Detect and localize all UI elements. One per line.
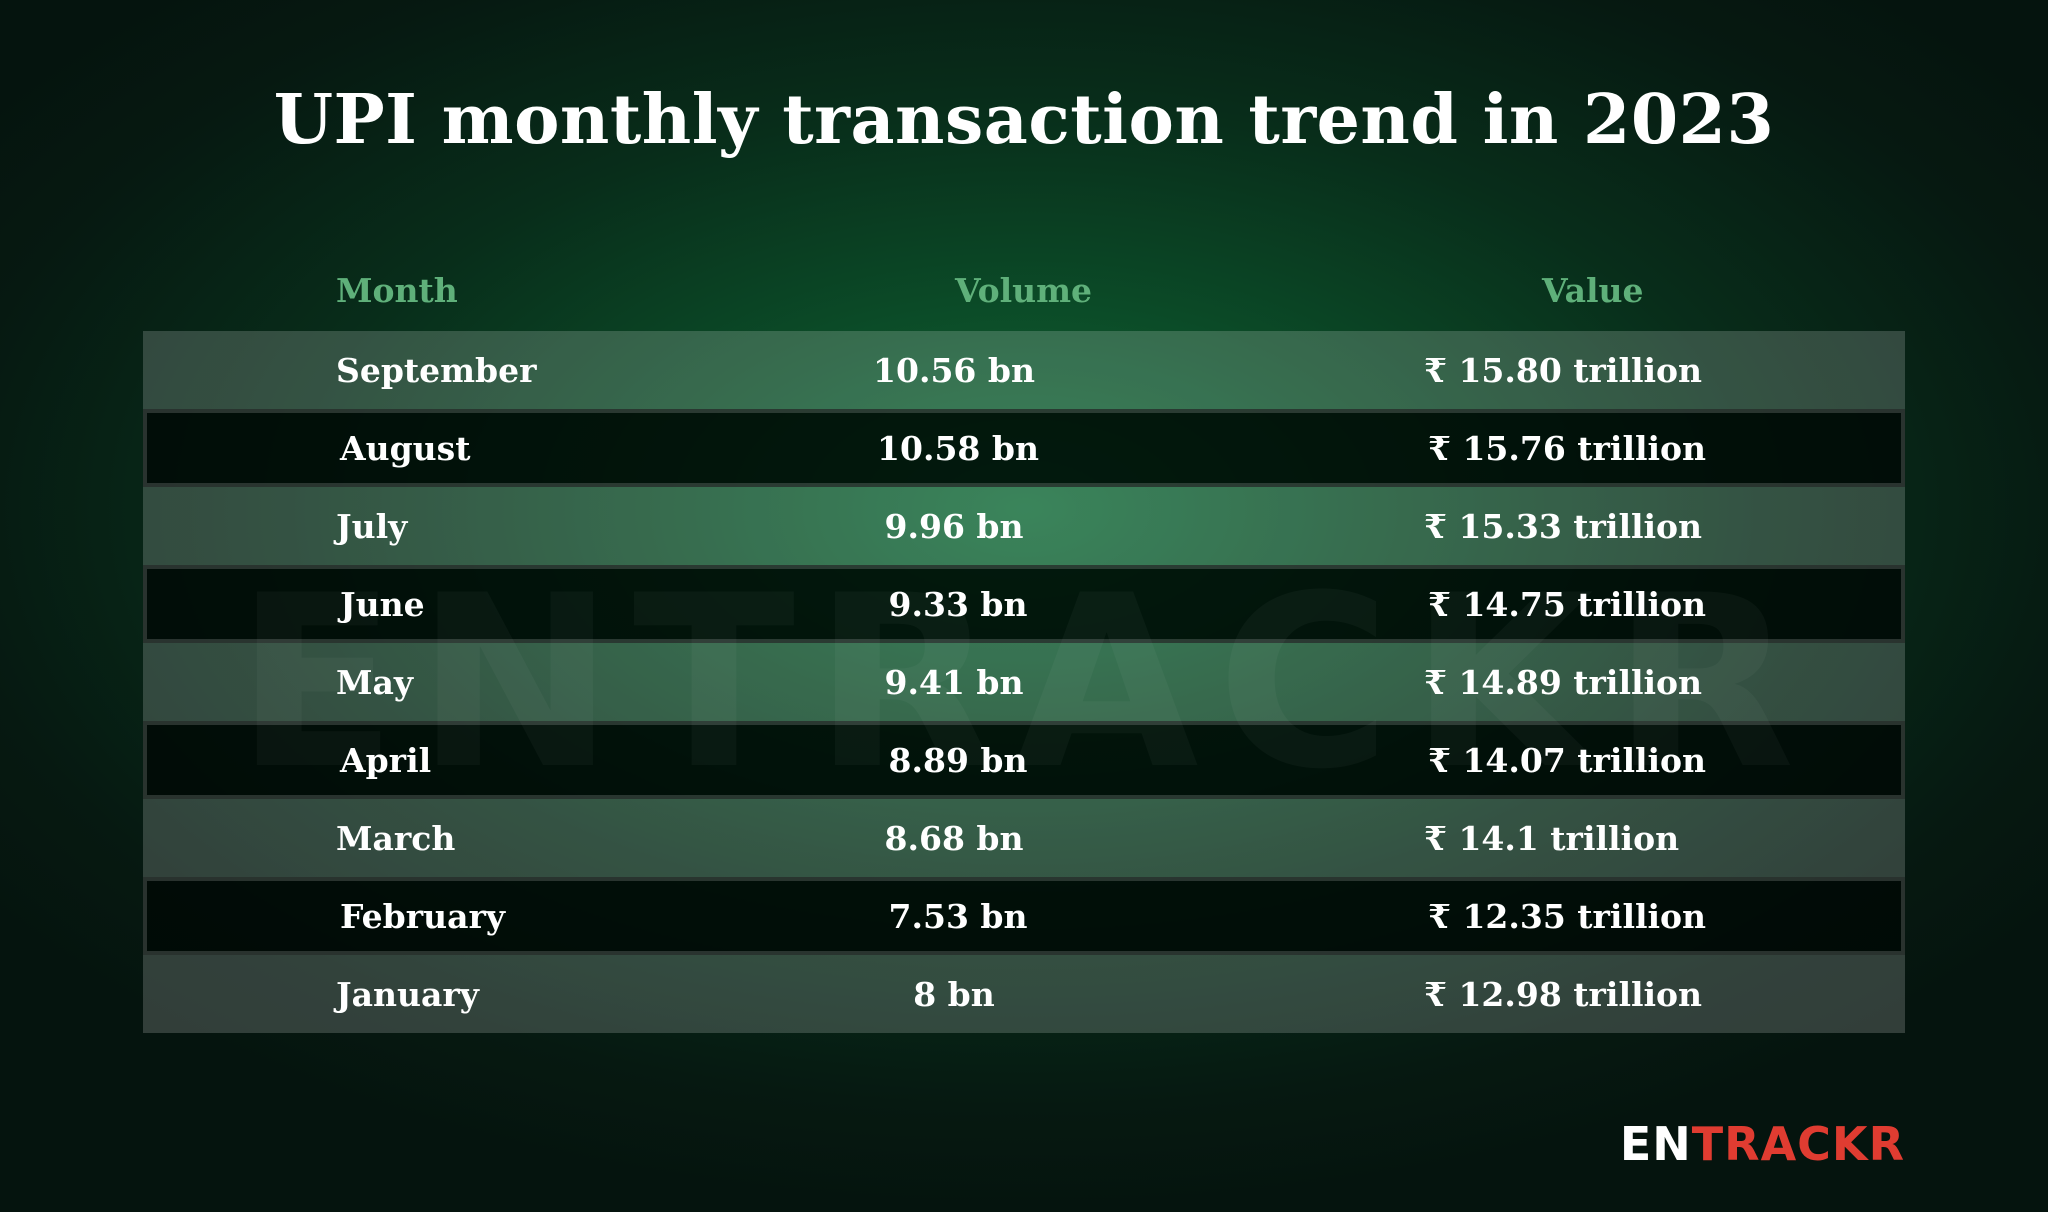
cell-month: February (340, 896, 506, 936)
cell-month: May (336, 662, 414, 702)
table-row: April 8.89 bn ₹ 14.07 trillion (143, 721, 1905, 799)
cell-month: June (340, 584, 425, 624)
table-row: June 9.33 bn ₹ 14.75 trillion (143, 565, 1905, 643)
table-row: September 10.56 bn ₹ 15.80 trillion (143, 331, 1905, 409)
cell-volume: 7.53 bn (888, 896, 1028, 936)
table-row: February 7.53 bn ₹ 12.35 trillion (143, 877, 1905, 955)
cell-value: ₹ 15.33 trillion (1424, 506, 1703, 546)
cell-volume: 9.41 bn (884, 662, 1024, 702)
table-header: Month Volume Value (143, 268, 1905, 312)
cell-volume: 8.89 bn (888, 740, 1028, 780)
cell-volume: 9.33 bn (888, 584, 1028, 624)
table-row: March 8.68 bn ₹ 14.1 trillion (143, 799, 1905, 877)
table-row: May 9.41 bn ₹ 14.89 trillion (143, 643, 1905, 721)
cell-month: July (336, 506, 408, 546)
cell-value: ₹ 14.75 trillion (1428, 584, 1707, 624)
cell-value: ₹ 14.89 trillion (1424, 662, 1703, 702)
chart-title: UPI monthly transaction trend in 2023 (273, 80, 1775, 160)
header-value: Value (1542, 270, 1644, 310)
cell-month: March (336, 818, 456, 858)
cell-month: April (340, 740, 432, 780)
cell-volume: 10.58 bn (877, 428, 1039, 468)
cell-value: ₹ 15.80 trillion (1424, 350, 1703, 390)
header-volume: Volume (955, 270, 1093, 310)
table-row: August 10.58 bn ₹ 15.76 trillion (143, 409, 1905, 487)
cell-month: January (336, 974, 479, 1014)
header-month: Month (336, 270, 458, 310)
logo-part-trackr: TRACKR (1691, 1117, 1905, 1171)
cell-volume: 9.96 bn (884, 506, 1024, 546)
cell-value: ₹ 12.98 trillion (1424, 974, 1703, 1014)
logo-part-en: EN (1619, 1117, 1692, 1171)
cell-value: ₹ 12.35 trillion (1428, 896, 1707, 936)
entrackr-logo: ENTRACKR (1620, 1117, 1905, 1171)
cell-month: August (340, 428, 471, 468)
table-row: July 9.96 bn ₹ 15.33 trillion (143, 487, 1905, 565)
cell-value: ₹ 14.07 trillion (1428, 740, 1707, 780)
data-table: September 10.56 bn ₹ 15.80 trillion Augu… (143, 331, 1905, 1033)
cell-volume: 10.56 bn (873, 350, 1035, 390)
cell-value: ₹ 15.76 trillion (1428, 428, 1707, 468)
cell-month: September (336, 350, 537, 390)
table-row: January 8 bn ₹ 12.98 trillion (143, 955, 1905, 1033)
cell-volume: 8.68 bn (884, 818, 1024, 858)
cell-volume: 8 bn (913, 974, 995, 1014)
cell-value: ₹ 14.1 trillion (1424, 818, 1680, 858)
